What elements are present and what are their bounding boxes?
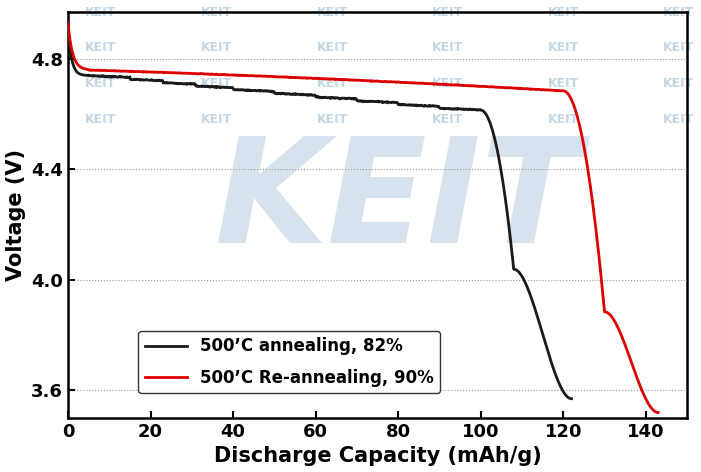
Text: KEIT: KEIT — [201, 6, 232, 18]
Text: KEIT: KEIT — [547, 113, 579, 126]
Text: KEIT: KEIT — [663, 77, 695, 90]
Text: KEIT: KEIT — [547, 42, 579, 54]
Text: KEIT: KEIT — [432, 42, 463, 54]
Text: KEIT: KEIT — [86, 113, 116, 126]
Text: KEIT: KEIT — [547, 77, 579, 90]
Text: KEIT: KEIT — [201, 113, 232, 126]
Text: KEIT: KEIT — [663, 113, 695, 126]
Text: KEIT: KEIT — [432, 113, 463, 126]
Text: KEIT: KEIT — [316, 77, 348, 90]
Text: KEIT: KEIT — [316, 42, 348, 54]
Text: KEIT: KEIT — [663, 6, 695, 18]
Text: KEIT: KEIT — [316, 6, 348, 18]
X-axis label: Discharge Capacity (mAh/g): Discharge Capacity (mAh/g) — [214, 447, 541, 466]
Text: KEIT: KEIT — [86, 77, 116, 90]
Text: KEIT: KEIT — [432, 77, 463, 90]
Y-axis label: Voltage (V): Voltage (V) — [6, 149, 25, 281]
Text: KEIT: KEIT — [215, 132, 581, 273]
Text: KEIT: KEIT — [86, 42, 116, 54]
Legend: 500ʼC annealing, 82%, 500ʼC Re-annealing, 90%: 500ʼC annealing, 82%, 500ʼC Re-annealing… — [138, 331, 440, 394]
Text: KEIT: KEIT — [316, 113, 348, 126]
Text: KEIT: KEIT — [86, 6, 116, 18]
Text: KEIT: KEIT — [663, 42, 695, 54]
Text: KEIT: KEIT — [201, 42, 232, 54]
Text: KEIT: KEIT — [432, 6, 463, 18]
Text: KEIT: KEIT — [547, 6, 579, 18]
Text: KEIT: KEIT — [201, 77, 232, 90]
